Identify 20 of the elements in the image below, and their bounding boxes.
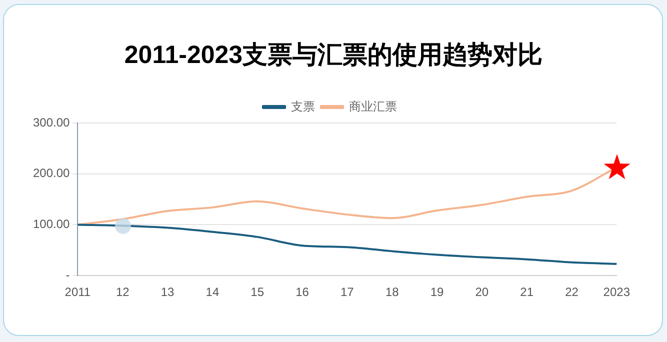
x-tick-label: 18 <box>385 285 400 300</box>
y-tick-label: 200.00 <box>33 166 70 180</box>
chart-title: 2011-2023支票与汇票的使用趋势对比 <box>123 40 544 71</box>
legend-label: 商业汇票 <box>349 99 397 114</box>
x-tick-label: 20 <box>475 285 489 300</box>
x-tick-label: 22 <box>565 285 579 300</box>
x-tick-label: 12 <box>116 285 130 300</box>
x-tick-label: 19 <box>430 285 444 300</box>
x-tick-label: 2023 <box>603 285 630 300</box>
x-tick-label: 16 <box>296 285 310 300</box>
x-tick-label: 17 <box>340 285 354 300</box>
legend-label: 支票 <box>291 99 315 114</box>
y-tick-label: - <box>66 268 70 282</box>
x-tick-label: 21 <box>520 285 534 300</box>
y-tick-label: 100.00 <box>33 217 70 232</box>
x-tick-label: 2011 <box>64 285 91 300</box>
x-tick-label: 14 <box>206 285 220 300</box>
y-tick-label: 300.00 <box>33 115 70 130</box>
x-tick-label: 13 <box>160 285 175 300</box>
x-tick-label: 15 <box>250 285 264 300</box>
